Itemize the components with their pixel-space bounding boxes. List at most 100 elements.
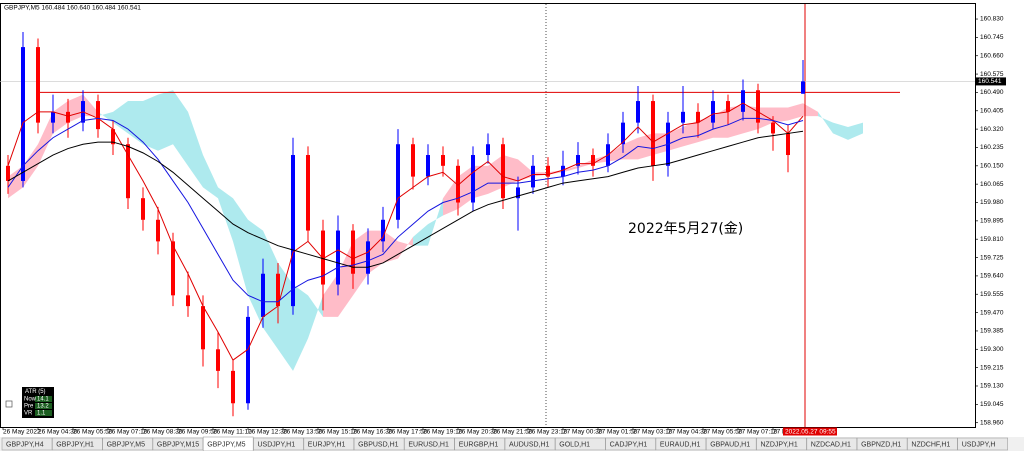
tab-label[interactable]: GBPUSD,H1	[358, 441, 399, 448]
x-tick-label: 27 May 01:50	[598, 429, 638, 436]
cloud-segment	[233, 198, 248, 296]
candle-body	[231, 370, 235, 404]
candle-body	[201, 306, 205, 350]
plot-layer	[0, 31, 975, 417]
candle-body	[351, 230, 355, 274]
x-tick-label: 26 May 09:50	[178, 429, 218, 436]
candle-body	[741, 90, 745, 112]
atr-title: ATR (5)	[25, 389, 46, 395]
candle-body	[441, 155, 445, 166]
cloud-segment	[683, 120, 698, 147]
candle-body	[786, 133, 790, 156]
y-tick-label: 160.065	[980, 181, 1004, 188]
x-tick-label: 26 May 15:10	[318, 429, 358, 436]
y-tick-label: 159.725	[980, 254, 1004, 261]
candle-body	[426, 155, 430, 177]
tab-label[interactable]: NZDJPY,H1	[761, 441, 798, 448]
tab-label[interactable]: EURAUD,H1	[660, 441, 701, 448]
y-tick-label: 159.470	[980, 309, 1004, 316]
tabs: GBPJPY,H4 GBPJPY,H1 GBPJPY,M5 GBPJPY,M15 GBP…	[1, 436, 1009, 451]
cloud-segment	[653, 133, 668, 156]
x-tick-label: 26 May 05:50	[73, 429, 113, 436]
tab-label[interactable]: USDJPY,H1	[258, 441, 296, 448]
y-tick-label: 159.385	[980, 328, 1004, 335]
price-label: 160.541	[978, 78, 1002, 85]
candle-body	[6, 165, 10, 181]
tab-label[interactable]: EURGBP,H1	[459, 441, 499, 448]
tab-label[interactable]: GBPNZD,H1	[861, 441, 901, 448]
candle-body	[276, 273, 280, 307]
tab[interactable]	[605, 437, 656, 451]
candle-body	[516, 187, 520, 199]
x-tick-label: 26 May 12:30	[248, 429, 288, 436]
tab-label[interactable]: NZDCHF,H1	[911, 441, 950, 448]
tab[interactable]	[1, 437, 53, 451]
tab-label[interactable]: CADJPY,H1	[610, 441, 648, 448]
atr-label: Now	[24, 397, 37, 403]
candle-body	[156, 219, 160, 242]
candle-body	[141, 198, 145, 220]
cloud-segment	[668, 126, 683, 151]
tab-label[interactable]: USDJPY,H	[962, 441, 996, 448]
tab[interactable]	[957, 437, 1009, 451]
time-label: 2022.05.27 09:55	[785, 429, 836, 436]
tab-label[interactable]: GOLD,H1	[559, 441, 590, 448]
y-tick-label: 160.660	[980, 52, 1004, 59]
tab-label[interactable]: GBPJPY,M5	[107, 441, 145, 448]
cloud-segment	[848, 122, 863, 140]
y-tick-label: 160.150	[980, 163, 1004, 170]
candle-body	[576, 155, 580, 166]
y-tick-label: 160.830	[980, 16, 1004, 23]
checkbox[interactable]	[5, 400, 13, 408]
tab[interactable]	[856, 437, 908, 451]
candle-body	[486, 144, 490, 156]
cloud-segment	[338, 241, 353, 317]
y-tick-label: 160.235	[980, 144, 1004, 151]
candle-body	[531, 165, 535, 188]
tab-label[interactable]: GBPJPY,M5	[207, 441, 245, 448]
candle-body	[246, 316, 250, 404]
tab[interactable]	[303, 437, 355, 451]
tab-label[interactable]: GBPJPY,H4	[6, 441, 44, 448]
cloud-segment	[413, 224, 428, 246]
tab-label[interactable]: NZDCAD,H1	[811, 441, 851, 448]
candle-body	[591, 155, 595, 166]
x-tick-label: 26 May 17:50	[388, 429, 428, 436]
cloud-segment	[113, 101, 128, 134]
candle-body	[636, 101, 640, 123]
candle-body	[471, 155, 475, 203]
candle-body	[66, 111, 70, 123]
candle-body	[381, 219, 385, 242]
cloud-segment	[458, 165, 473, 209]
tab[interactable]	[202, 436, 254, 451]
x-tick-label: 26 May 11:10	[213, 429, 252, 436]
moving-average	[7, 117, 804, 303]
x-tick-label: 26 May 2022	[3, 429, 41, 436]
tab-label[interactable]: AUDUSD,H1	[509, 441, 550, 448]
cloud-segment	[158, 90, 173, 151]
cloud-segment	[203, 155, 218, 199]
candle-body	[96, 101, 100, 130]
cloud-segment	[563, 165, 578, 173]
tab-label[interactable]: GBPJPY,M15	[157, 441, 199, 448]
y-tick-label: 160.490	[980, 89, 1004, 96]
candle-body	[456, 165, 460, 203]
tab[interactable]	[152, 437, 204, 451]
tab[interactable]	[404, 437, 455, 451]
candle-body	[21, 47, 25, 181]
tab-label[interactable]: GBPJPY,H1	[56, 441, 94, 448]
candle-body	[621, 122, 625, 145]
tab-label[interactable]: EURUSD,H1	[408, 441, 449, 448]
cloud-segment	[788, 103, 803, 121]
candle-body	[111, 129, 115, 145]
candle-body	[186, 295, 190, 307]
tab-label[interactable]: EURJPY,H1	[308, 441, 346, 448]
cloud-segment	[38, 111, 53, 166]
cloud-segment	[293, 284, 308, 371]
x-tick-label: 26 May 16:30	[353, 429, 393, 436]
tab-label[interactable]: GBPAUD,H1	[710, 441, 750, 448]
candle-body	[291, 155, 295, 307]
candle-body	[546, 165, 550, 177]
annotation: 2022年5月27(金)	[628, 221, 743, 237]
